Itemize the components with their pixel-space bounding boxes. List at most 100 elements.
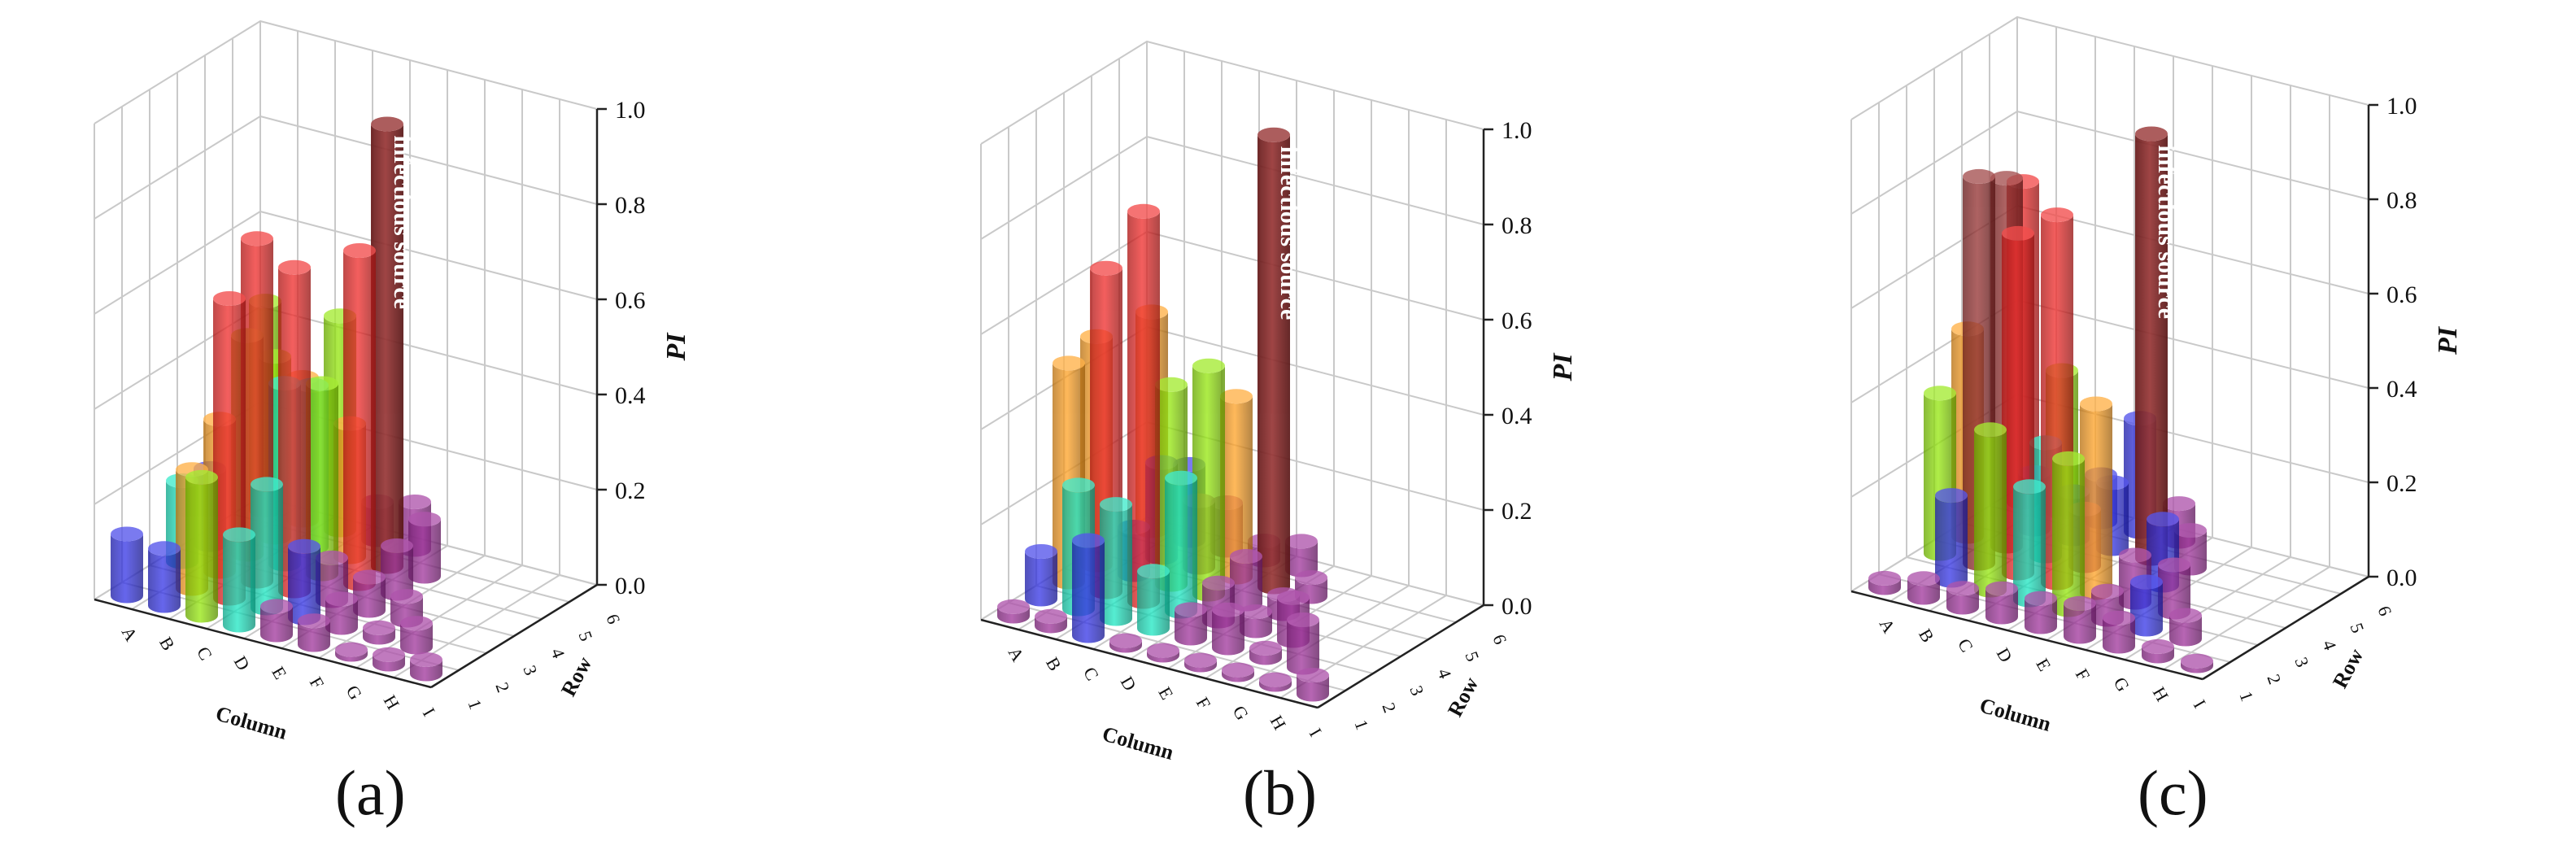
bar: [2181, 653, 2213, 673]
bar-body: [223, 534, 255, 633]
bar-top: [1297, 668, 1329, 683]
infectious-source-label: infectious source: [1275, 146, 1302, 320]
bar-top: [335, 642, 368, 657]
z-tick-label: 0.8: [615, 192, 646, 219]
bar-top: [1202, 575, 1235, 591]
bar-top: [251, 477, 283, 492]
bar-top: [390, 589, 423, 604]
bar: [1212, 602, 1244, 656]
bar-top: [1277, 590, 1310, 605]
x-tick-label: B: [1042, 654, 1066, 674]
x-tick-label: D: [230, 652, 255, 673]
bar-top: [2181, 653, 2213, 669]
bar: [278, 259, 311, 599]
bar: [1868, 570, 1901, 595]
bar-top: [373, 647, 405, 662]
bar-top: [2103, 610, 2135, 625]
bar-body: [185, 477, 218, 623]
bar: [1127, 203, 1160, 609]
x-tick-label: A: [1005, 643, 1029, 665]
bar-body: [1297, 675, 1329, 702]
y-tick-label: 1: [1350, 717, 1372, 732]
y-tick-label: 6: [2373, 603, 2395, 618]
bar-top: [1240, 604, 1272, 620]
axes: [980, 129, 1485, 709]
bar-top: [381, 538, 413, 553]
bar-top: [371, 116, 403, 132]
bar: [306, 376, 338, 582]
bar-body: [410, 659, 442, 682]
x-tick-label: D: [1117, 673, 1141, 694]
bar-top: [2002, 225, 2034, 241]
z-axis-title: PI: [2433, 325, 2463, 355]
bar: [2013, 479, 2046, 608]
bar-body: [2181, 660, 2213, 673]
bar-top: [1072, 533, 1105, 548]
bar-body: [1935, 495, 1968, 588]
bar: [1025, 544, 1057, 607]
source-bar: infectious source: [1257, 127, 1302, 595]
z-tick-label: 1.0: [2386, 93, 2417, 120]
bar-top: [1155, 377, 1188, 392]
x-tick-label: G: [2110, 673, 2134, 695]
bar-top: [363, 620, 395, 635]
x-tick-label: G: [342, 682, 367, 703]
bar: [1907, 571, 1940, 605]
bar-body: [298, 621, 331, 652]
bar-body: [1222, 669, 1254, 682]
bar-body: [1974, 429, 2007, 598]
bar-body: [1100, 504, 1132, 626]
bar-top: [2025, 591, 2057, 606]
z-tick-label: 0.0: [2386, 564, 2417, 591]
z-tick-label: 0.2: [1502, 498, 1532, 525]
bar-body: [408, 519, 441, 584]
bar: [1072, 533, 1105, 643]
z-tick-label: 0.4: [2386, 376, 2417, 403]
x-tick-label: E: [1154, 683, 1177, 703]
bar-top: [1230, 549, 1262, 564]
z-tick-label: 0.6: [615, 287, 646, 314]
bar: [381, 538, 413, 601]
bar-body: [1259, 679, 1292, 692]
bar-top: [2091, 583, 2124, 599]
x-tick-label: F: [2072, 665, 2094, 684]
x-tick-label: A: [118, 623, 142, 644]
bar-top: [1192, 358, 1225, 373]
x-tick-label: I: [419, 704, 439, 720]
y-tick-label: 3: [1406, 682, 1427, 698]
bar: [408, 512, 441, 584]
bar: [2142, 639, 2174, 664]
bar-top: [399, 495, 431, 509]
bar-top: [1053, 355, 1085, 371]
bar: [1974, 422, 2007, 598]
bar-body: [2103, 617, 2135, 654]
x-tick-label: C: [193, 643, 216, 664]
bar-top: [1025, 544, 1057, 559]
bar: [1285, 534, 1318, 578]
bar-top: [2147, 512, 2179, 527]
bar: [2064, 595, 2096, 644]
bar: [288, 538, 320, 625]
bar-body: [288, 546, 320, 625]
z-tick-label: 0.6: [2386, 281, 2417, 308]
bar-top: [1109, 633, 1142, 648]
bar-top: [241, 231, 273, 246]
y-tick-label: 6: [602, 611, 624, 626]
bar-top: [288, 538, 320, 554]
bar-top: [1222, 662, 1254, 678]
bar-body: [2025, 598, 2057, 634]
bar-body: [1907, 578, 1940, 605]
bar-top: [1175, 602, 1207, 617]
y-axis-title: Row: [556, 652, 596, 700]
bar-body: [363, 627, 395, 645]
bar: [1287, 612, 1319, 675]
y-tick-label: 6: [1489, 631, 1510, 647]
bar-body: [2080, 403, 2112, 600]
x-tick-label: F: [306, 673, 329, 692]
z-tick-label: 1.0: [615, 97, 646, 124]
bar-top: [1285, 534, 1318, 549]
bar: [1220, 389, 1253, 585]
bar: [1100, 497, 1132, 626]
